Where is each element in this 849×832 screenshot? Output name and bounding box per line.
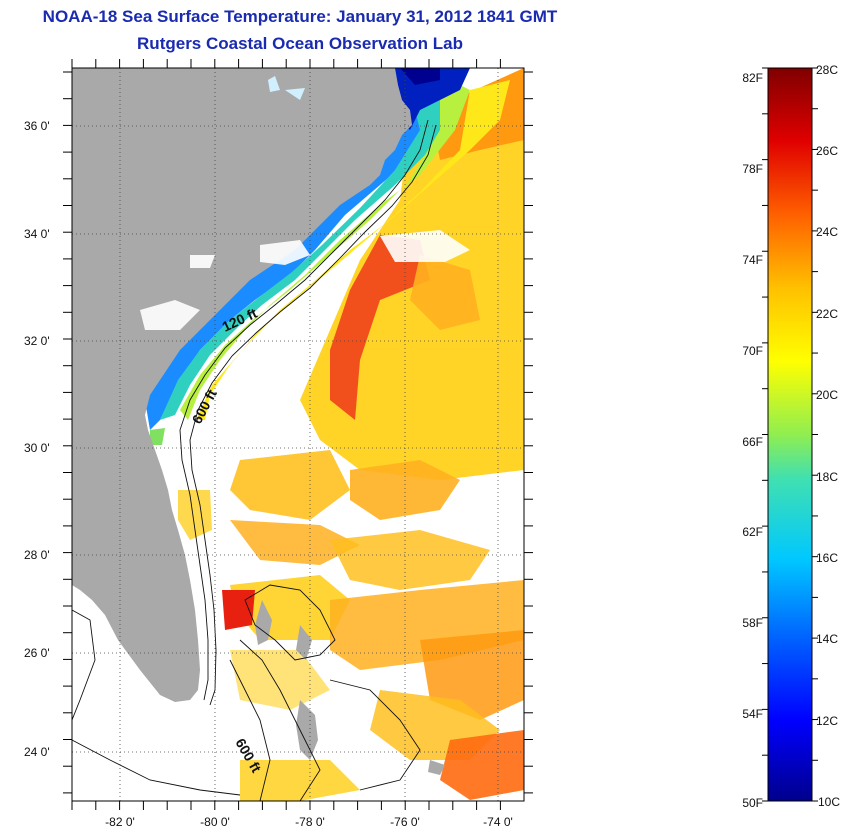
temperature-colorbar: 82F 78F 74F 70F 66F 62F 58F 54F 50F 28C … [742,63,840,810]
fahrenheit-label: 58F [742,616,763,630]
map-title: NOAA-18 Sea Surface Temperature: January… [42,7,558,26]
lat-label: 32 0' [24,334,50,348]
lat-label: 30 0' [24,441,50,455]
lat-label: 24 0' [24,745,50,759]
celsius-label: 28C [816,63,838,77]
fahrenheit-label: 62F [742,525,763,539]
fahrenheit-label: 78F [742,162,763,176]
lon-label: -74 0' [483,815,513,829]
lon-label: -82 0' [105,815,135,829]
fahrenheit-label: 70F [742,344,763,358]
fahrenheit-label: 66F [742,435,763,449]
colorbar-celsius-labels: 28C 26C 24C 22C 20C 18C 16C 14C 12C 10C [816,63,840,809]
celsius-label: 16C [816,551,838,565]
colorbar-fahrenheit-labels: 82F 78F 74F 70F 66F 62F 58F 54F 50F [742,71,763,810]
fahrenheit-label: 74F [742,253,763,267]
celsius-label: 20C [816,388,838,402]
celsius-label: 26C [816,144,838,158]
celsius-label: 18C [816,470,838,484]
lat-label: 36 0' [24,119,50,133]
axis-ticks [63,59,533,810]
map-frame [71,67,525,802]
lon-label: -80 0' [200,815,230,829]
longitude-labels: -82 0' -80 0' -78 0' -76 0' -74 0' [105,815,513,829]
land-mass [72,68,412,702]
celsius-label: 24C [816,225,838,239]
lat-label: 26 0' [24,646,50,660]
celsius-label: 10C [818,795,840,809]
graticule-grid [72,68,524,801]
colorbar-ticks [762,67,818,802]
lon-label: -76 0' [390,815,420,829]
celsius-label: 12C [816,714,838,728]
colorbar-gradient [767,67,813,802]
fahrenheit-label: 54F [742,707,763,721]
lat-label: 28 0' [24,548,50,562]
lat-label: 34 0' [24,227,50,241]
lon-label: -78 0' [295,815,325,829]
map-subtitle: Rutgers Coastal Ocean Observation Lab [137,34,463,53]
bahamas-land [255,600,445,775]
fahrenheit-label: 50F [742,796,763,810]
latitude-labels: 36 0' 34 0' 32 0' 30 0' 28 0' 26 0' 24 0… [24,119,50,759]
map-plot-area [72,68,524,801]
cloud-patches [140,240,310,330]
bathymetry-contours [72,119,437,801]
celsius-label: 14C [816,632,838,646]
fahrenheit-label: 82F [742,71,763,85]
inland-water [268,76,305,100]
celsius-label: 22C [816,307,838,321]
